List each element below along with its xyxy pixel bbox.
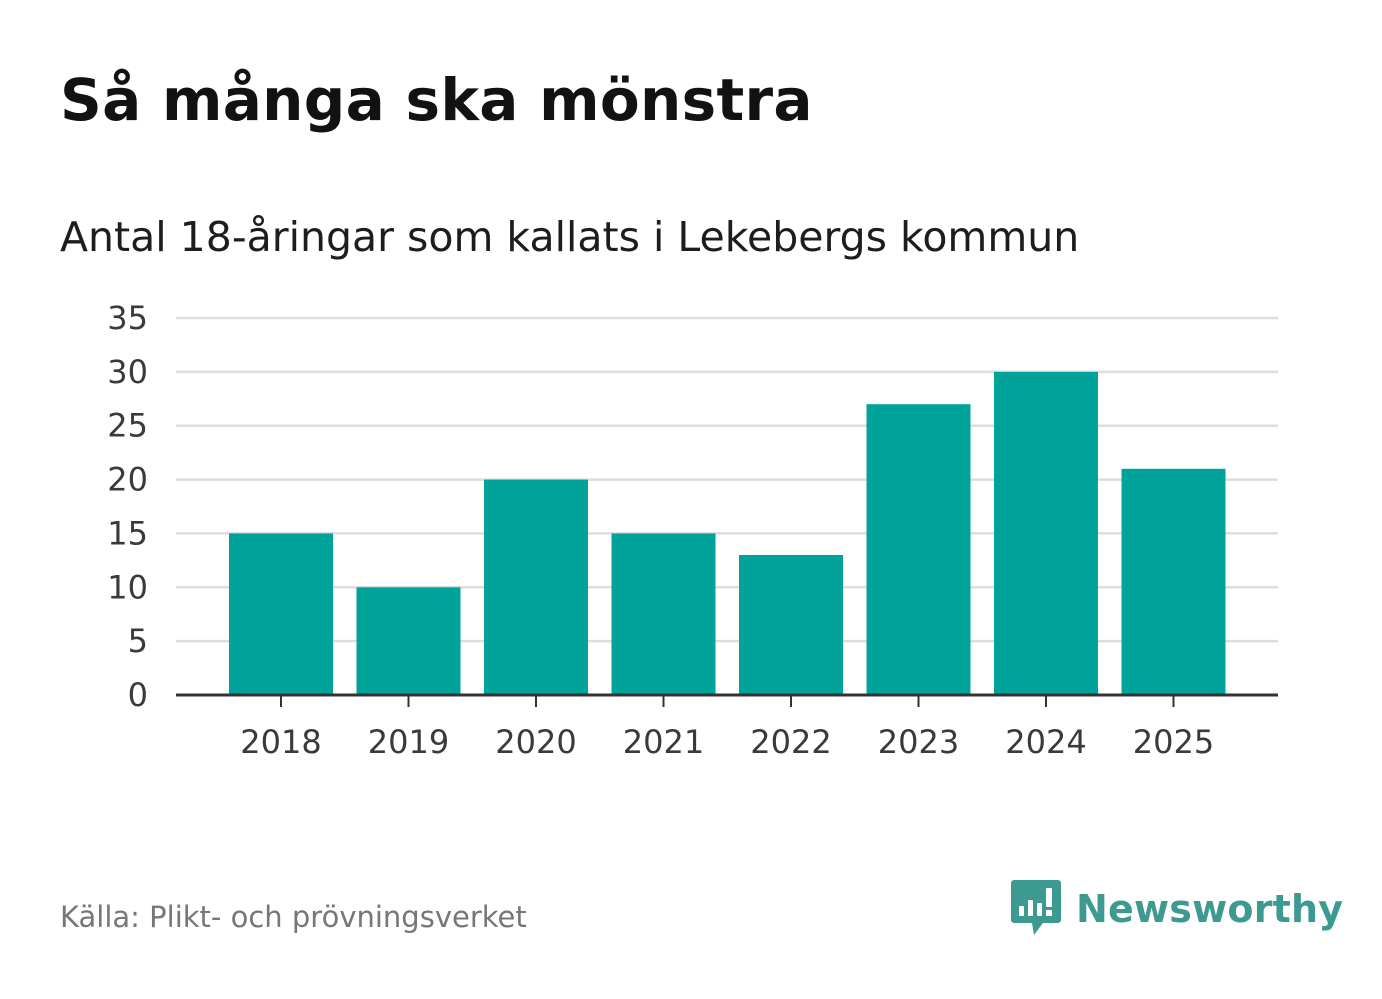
x-tick-label: 2025 (1133, 723, 1214, 761)
x-tick-label: 2022 (750, 723, 831, 761)
bar-2025 (1121, 468, 1226, 695)
bar-2018 (229, 533, 333, 695)
x-tick-label: 2021 (623, 723, 704, 761)
brand-logo: Newsworthy (1010, 878, 1343, 940)
gridlines (176, 316, 1278, 643)
chart-title: Så många ska mönstra (60, 66, 813, 134)
x-tick-label: 2019 (368, 723, 449, 761)
x-tick-label: 2018 (240, 723, 321, 761)
x-axis-labels: 2018 2019 2020 2021 2022 2023 2024 2025 (240, 723, 1214, 761)
bar-2024 (994, 371, 1098, 695)
bar-2022 (739, 554, 843, 695)
newsworthy-logo-icon (1011, 880, 1061, 935)
bar-2020 (484, 479, 588, 695)
y-tick-label: 10 (107, 568, 148, 606)
x-tick-label: 2023 (878, 723, 959, 761)
source-note: Källa: Plikt- och prövningsverket (60, 900, 527, 934)
bar-2021 (611, 533, 716, 695)
x-tick-label: 2020 (495, 723, 576, 761)
y-tick-label: 0 (128, 676, 148, 714)
bar-2023 (866, 404, 971, 695)
y-tick-label: 5 (128, 622, 148, 660)
y-tick-label: 15 (107, 514, 148, 552)
y-tick-label: 30 (107, 353, 148, 391)
bars (229, 371, 1226, 695)
y-tick-label: 35 (107, 299, 148, 337)
chart-subtitle: Antal 18-åringar som kallats i Lekebergs… (60, 213, 1080, 261)
bar-2019 (356, 587, 461, 695)
y-tick-label: 25 (107, 407, 148, 445)
x-axis (176, 693, 1278, 707)
y-tick-label: 20 (107, 461, 148, 499)
y-axis-labels: 0 5 10 15 20 25 30 35 (107, 299, 148, 714)
x-tick-label: 2024 (1005, 723, 1086, 761)
brand-name: Newsworthy (1076, 887, 1344, 931)
